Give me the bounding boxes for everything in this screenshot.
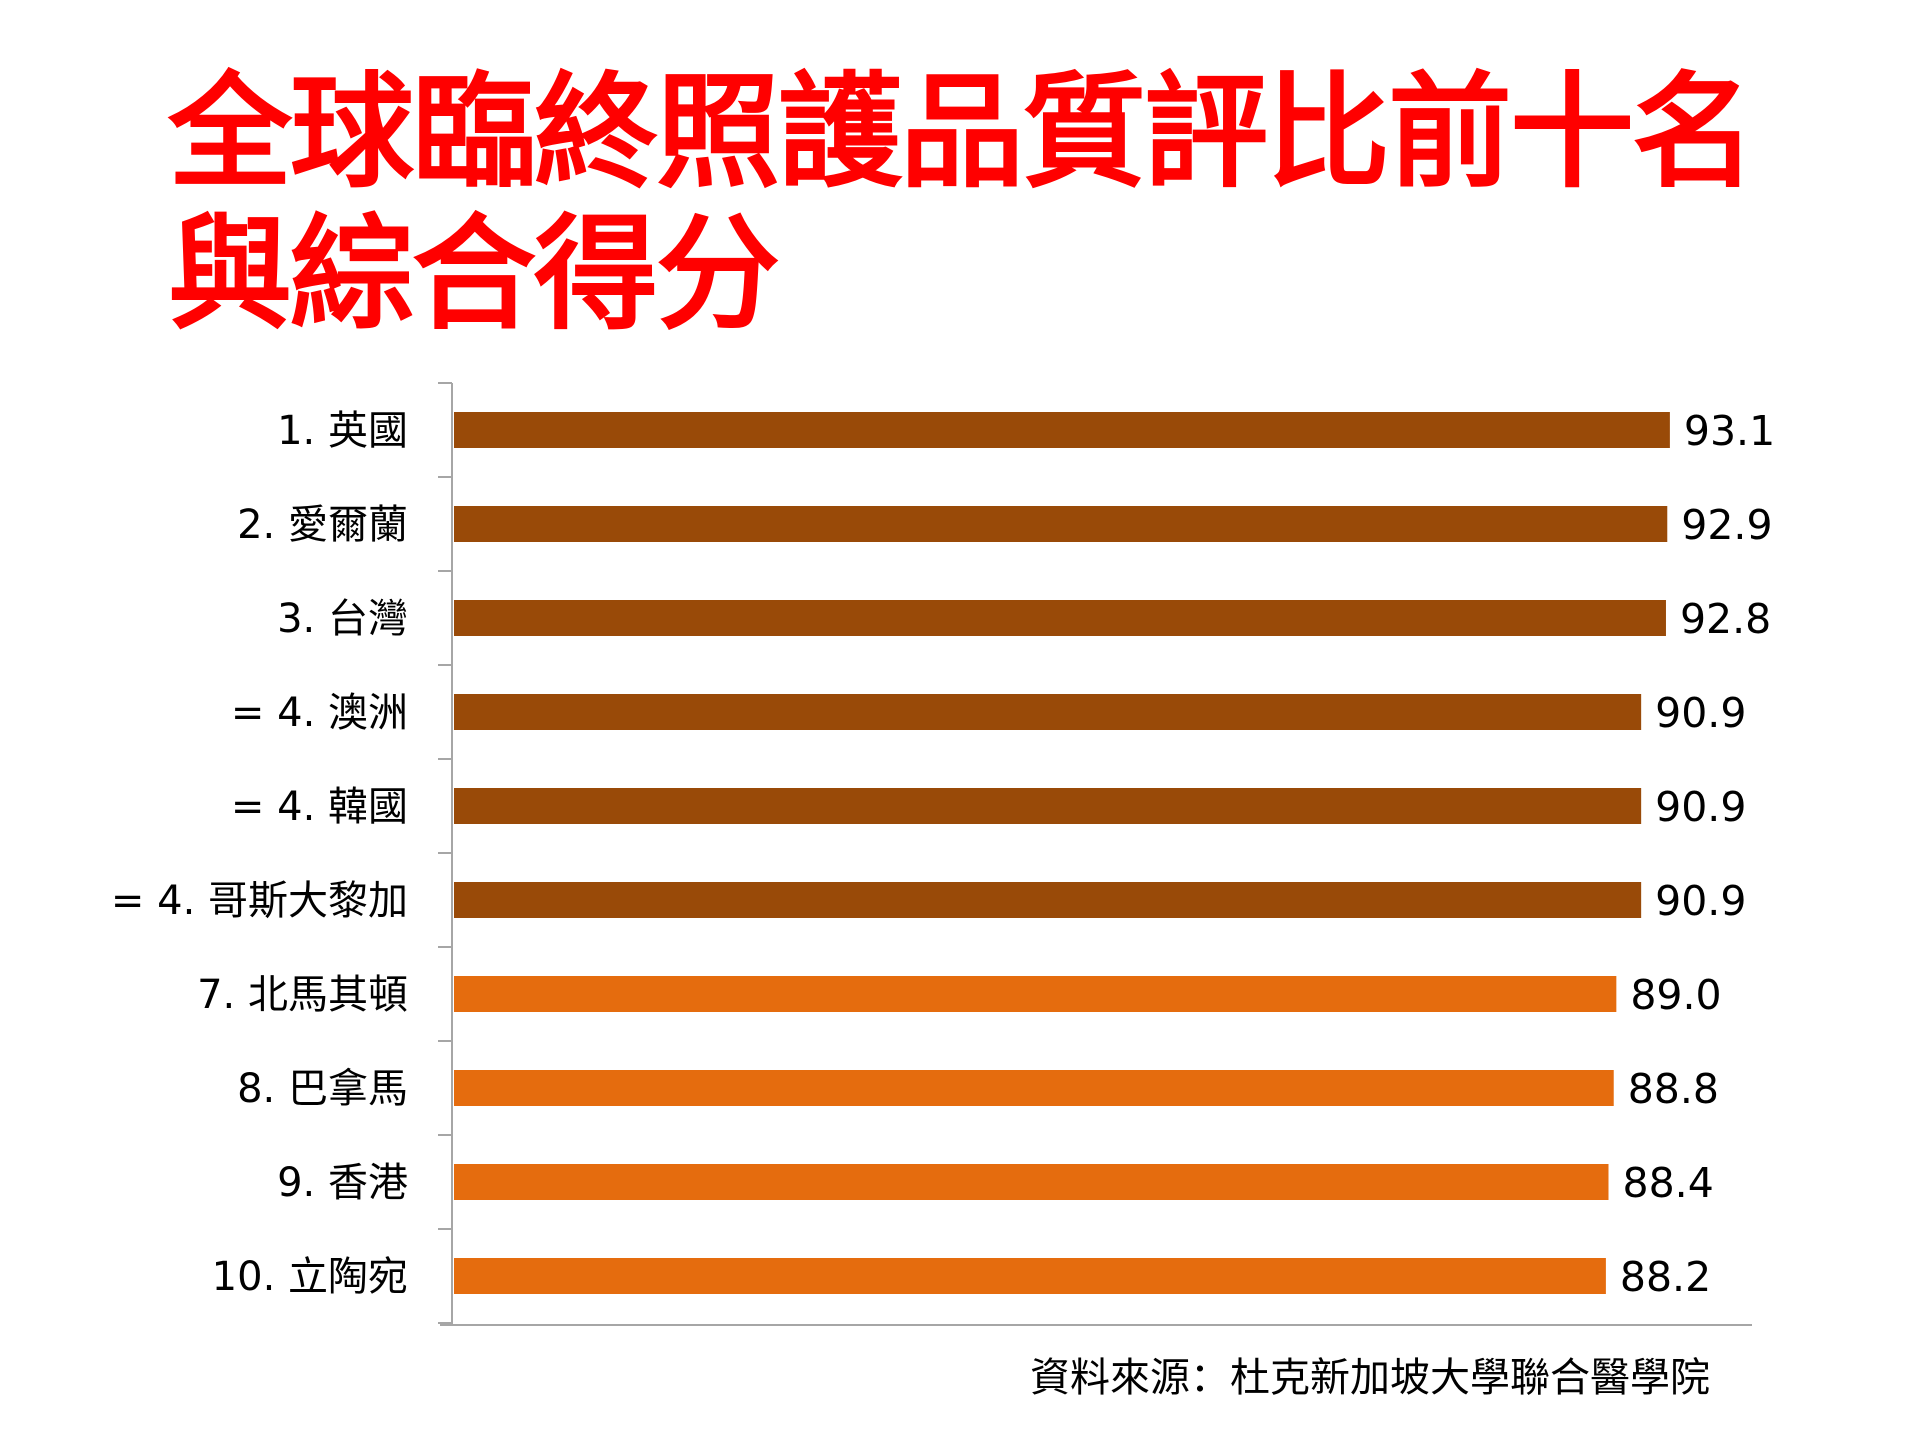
chart-axes	[438, 382, 1752, 1326]
bar	[454, 882, 1642, 918]
bar	[454, 600, 1666, 636]
category-label: = 4. 哥斯大黎加	[111, 878, 408, 924]
bar	[454, 976, 1617, 1012]
category-labels: 1. 英國 2. 愛爾蘭 3. 台灣 = 4. 澳洲 = 4. 韓國 = 4. 哥斯大黎加…	[111, 408, 408, 1300]
bar	[454, 788, 1642, 824]
chart-title-line1: 全球臨終照護品質評比前十名	[168, 60, 1756, 205]
value-label: 88.2	[1620, 1253, 1711, 1301]
category-label: 7. 北馬其頓	[197, 972, 408, 1018]
category-label: = 4. 澳洲	[231, 690, 408, 736]
bar	[454, 1164, 1609, 1200]
bar	[454, 1258, 1606, 1294]
value-label: 90.9	[1655, 877, 1746, 925]
category-label: 9. 香港	[277, 1160, 408, 1206]
bar	[454, 1070, 1614, 1106]
category-label: 1. 英國	[277, 408, 408, 454]
value-label: 93.1	[1684, 407, 1775, 455]
chart-bars	[454, 412, 1670, 1294]
category-label: 8. 巴拿馬	[237, 1066, 408, 1112]
category-label: 10. 立陶宛	[212, 1254, 408, 1300]
chart-title: 全球臨終照護品質評比前十名 與綜合得分	[168, 62, 1868, 346]
value-label: 90.9	[1655, 783, 1746, 831]
bar	[454, 506, 1668, 542]
value-label: 88.8	[1628, 1065, 1719, 1113]
chart-title-line2: 與綜合得分	[168, 202, 780, 347]
value-label: 92.9	[1681, 501, 1772, 549]
bar	[454, 412, 1670, 448]
category-label: = 4. 韓國	[231, 784, 408, 830]
category-label: 3. 台灣	[277, 596, 408, 642]
value-label: 88.4	[1623, 1159, 1714, 1207]
value-labels: 93.1 92.9 92.8 90.9 90.9 90.9 89.0 88.8 88.4 88.2	[1620, 407, 1775, 1301]
value-label: 90.9	[1655, 689, 1746, 737]
value-label: 89.0	[1630, 971, 1721, 1019]
value-label: 92.8	[1680, 595, 1771, 643]
source-note: 資料來源：杜克新加坡大學聯合醫學院	[1030, 1355, 1710, 1401]
bar	[454, 694, 1642, 730]
category-label: 2. 愛爾蘭	[237, 502, 408, 548]
